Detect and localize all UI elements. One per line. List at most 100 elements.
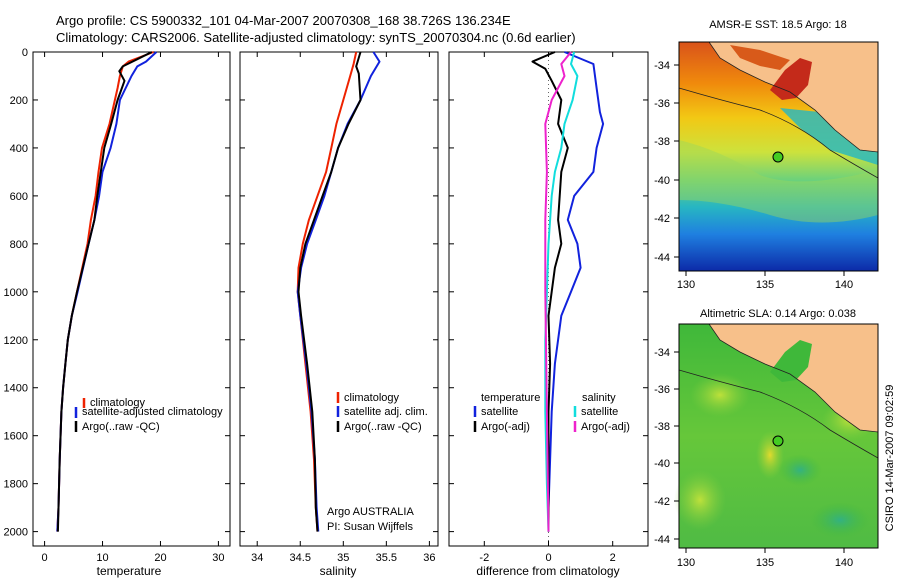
legend-temp-argo: Argo(-adj) xyxy=(481,421,530,433)
sla-ytick-label: -34 xyxy=(654,347,670,359)
pi-annotation: PI: Susan Wijffels xyxy=(327,521,413,533)
salinity-panel: 34 34.5 35 35.5 36 xyxy=(239,51,439,564)
sla-ytick-label: -36 xyxy=(654,384,670,396)
x-tick-label: 36 xyxy=(423,552,435,564)
sla-xtick-label: 140 xyxy=(835,557,853,569)
y-tick-label: 1800 xyxy=(4,479,28,491)
legend-sal-argo: Argo(..raw -QC) xyxy=(344,421,422,433)
x-tick-label: 30 xyxy=(212,552,224,564)
x-tick-label: 0 xyxy=(545,552,551,564)
x-tick-label: 35 xyxy=(337,552,349,564)
x-tick-label: 10 xyxy=(96,552,108,564)
sla-anomaly-mid-3 xyxy=(674,470,726,530)
legend-sal-sat2: satellite xyxy=(581,406,618,418)
sla-land xyxy=(709,324,878,432)
sst-ytick-label: -36 xyxy=(654,98,670,110)
sla-coastline xyxy=(708,323,879,433)
x-tick-label: 34 xyxy=(251,552,263,564)
sst-ytick-label: -38 xyxy=(654,136,670,148)
y-tick-label: 2000 xyxy=(4,527,28,539)
sst-coastal-warm xyxy=(730,45,790,70)
y-tick-label: 1600 xyxy=(4,431,28,443)
sla-ytick-label: -44 xyxy=(654,534,670,546)
legend-header-salinity: salinity xyxy=(582,392,616,404)
sla-gulf xyxy=(770,340,812,382)
sst-ytick-label: -44 xyxy=(654,252,670,264)
sla-xtick-label: 130 xyxy=(677,557,695,569)
series-line-salinity-satellite xyxy=(544,51,579,532)
sst-isobath xyxy=(678,87,879,179)
sla-profile-marker xyxy=(772,435,784,447)
sla-map: Altimetric SLA: 0.14 Argo: 0.038 xyxy=(674,308,879,549)
salinity-legend: climatology satellite adj. clim. Argo(..… xyxy=(327,392,428,533)
difference-panel: -2 0 2 xyxy=(448,51,649,564)
sla-frame xyxy=(678,323,879,549)
salinity-xlabel: salinity xyxy=(320,564,357,578)
sla-xticks: 130 135 140 xyxy=(677,548,853,569)
x-tick-label: 34.5 xyxy=(290,552,311,564)
x-tick-label: 20 xyxy=(154,552,166,564)
y-tick-label: 1200 xyxy=(4,335,28,347)
legend-climatology: climatology xyxy=(90,397,146,409)
plot-frame xyxy=(32,51,231,547)
sst-yticks: -34 -36 -38 -40 -42 -44 xyxy=(654,60,679,264)
x-tick-label: -2 xyxy=(479,552,489,564)
header-line2: Climatology: CARS2006. Satellite-adjuste… xyxy=(56,30,576,45)
sst-xtick-label: 135 xyxy=(756,279,774,291)
timestamp-stamp: CSIRO 14-Mar-2007 09:02:59 xyxy=(884,385,896,532)
temperature-xlabel: temperature xyxy=(97,564,162,578)
series-line-temperature-satellite xyxy=(547,51,605,532)
sst-map: AMSR-E SST: 18.5 Argo: 18 xyxy=(678,19,879,272)
legend-sal-argo2: Argo(-adj) xyxy=(581,421,630,433)
sst-coastline xyxy=(708,41,879,153)
difference-xlabel: difference from climatology xyxy=(476,564,619,578)
sst-frame xyxy=(678,41,879,272)
temperature-panel: 0 10 20 30 0 200 400 600 800 1000 1200 1400 1600 1800… xyxy=(4,47,231,564)
series-line-argo-raw-qc- xyxy=(297,51,362,532)
difference-legend: temperature salinity satellite Argo(-adj… xyxy=(473,392,630,433)
sla-anomaly-mid-1 xyxy=(690,373,750,417)
sst-profile-marker xyxy=(772,151,784,163)
sst-map-title: AMSR-E SST: 18.5 Argo: 18 xyxy=(709,19,847,31)
y-tick-label: 800 xyxy=(10,239,28,251)
sst-green-band xyxy=(679,140,878,223)
sla-map-title: Altimetric SLA: 0.14 Argo: 0.038 xyxy=(700,308,856,320)
x-tick-label: 0 xyxy=(42,552,48,564)
y-tick-label: 600 xyxy=(10,191,28,203)
sla-anomaly-low-1 xyxy=(778,454,822,486)
sla-ytick-label: -38 xyxy=(654,421,670,433)
series-line-argo-raw-qc- xyxy=(56,51,153,532)
series-line-temperature-argo-adj- xyxy=(531,51,569,532)
sla-ytick-label: -40 xyxy=(654,458,670,470)
sst-ytick-label: -40 xyxy=(654,175,670,187)
sst-gulf-hot xyxy=(770,58,812,100)
sla-isobath xyxy=(678,369,879,459)
y-tick-label: 1400 xyxy=(4,383,28,395)
y-tick-label: 0 xyxy=(22,47,28,59)
legend-argo: Argo(..raw -QC) xyxy=(82,421,160,433)
header-line1: Argo profile: CS 5900332_101 04-Mar-2007… xyxy=(56,13,511,28)
sla-anomaly-low-2 xyxy=(810,502,870,538)
temperature-legend: climatology satellite-adjusted climatolo… xyxy=(74,397,223,433)
sst-xtick-label: 130 xyxy=(677,279,695,291)
legend-temp-sat: satellite xyxy=(481,406,518,418)
legend-header-temperature: temperature xyxy=(481,392,540,404)
sst-xticks: 130 135 140 xyxy=(677,271,853,291)
sst-ytick-label: -42 xyxy=(654,213,670,225)
plot-frame xyxy=(239,51,439,547)
sst-land xyxy=(709,42,878,152)
x-tick-label: 35.5 xyxy=(376,552,397,564)
y-tick-label: 200 xyxy=(10,95,28,107)
sst-ytick-label: -34 xyxy=(654,60,670,72)
x-tick-label: 2 xyxy=(610,552,616,564)
series-line-salinity-argo-adj- xyxy=(544,51,572,532)
operator-annotation: Argo AUSTRALIA xyxy=(327,506,414,518)
y-tick-label: 1000 xyxy=(4,287,28,299)
legend-sal-sat: satellite adj. clim. xyxy=(344,406,428,418)
sst-xtick-label: 140 xyxy=(835,279,853,291)
sla-ytick-label: -42 xyxy=(654,496,670,508)
sla-yticks: -34 -36 -38 -40 -42 -44 xyxy=(654,347,679,546)
legend-sal-clim: climatology xyxy=(344,392,400,404)
legend-sat-adj: satellite-adjusted climatology xyxy=(82,406,223,418)
